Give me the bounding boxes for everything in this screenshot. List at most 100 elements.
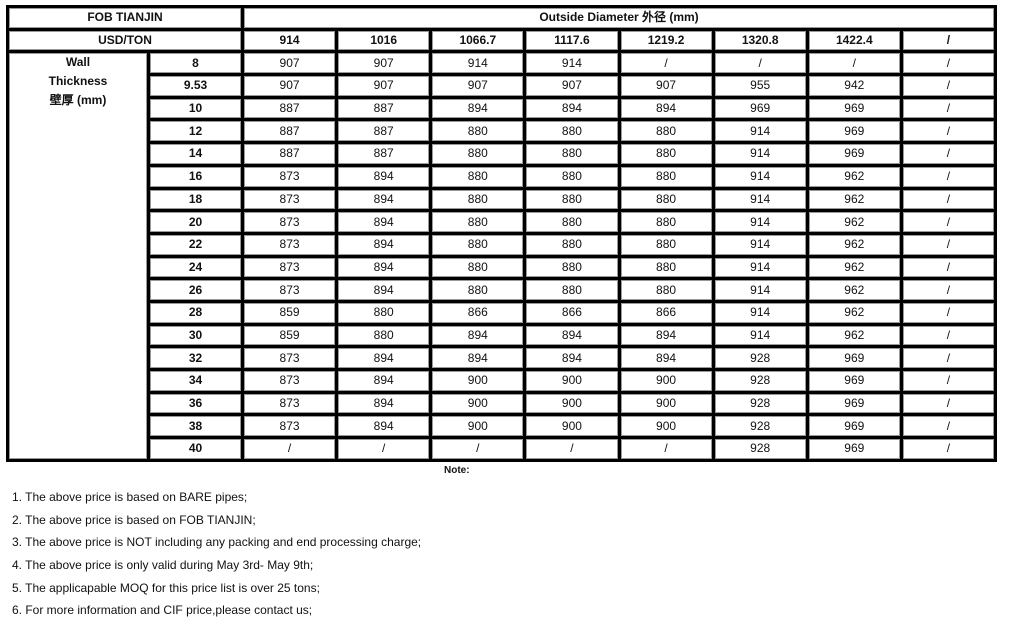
price-cell: 880 [620, 189, 712, 210]
price-cell: / [432, 439, 524, 459]
wall-thickness-value: 16 [150, 166, 241, 187]
price-cell: 859 [244, 302, 336, 323]
price-cell: / [338, 439, 430, 459]
price-cell: 900 [432, 371, 524, 391]
price-cell: / [902, 393, 994, 414]
price-cell: 928 [714, 393, 806, 414]
price-cell: 880 [526, 280, 618, 300]
price-cell: 866 [526, 302, 618, 323]
price-cell: 894 [432, 98, 524, 119]
price-cell: 873 [244, 189, 336, 210]
price-cell: 914 [432, 53, 524, 74]
wall-thickness-value: 24 [150, 257, 241, 278]
price-cell: 914 [714, 212, 806, 232]
price-cell: 880 [432, 121, 524, 142]
price-cell: 887 [338, 121, 430, 142]
corner-currency: USD/TON [9, 30, 241, 51]
price-cell: / [902, 53, 994, 74]
wall-thickness-value: 20 [150, 212, 241, 232]
table-row: 14 887 887 880 880 880 914 969/ [9, 144, 994, 164]
price-cell: / [902, 439, 994, 459]
price-cell: / [902, 371, 994, 391]
note-item: 6. For more information and CIF price,pl… [12, 603, 313, 618]
diameter-header: 1016 [338, 30, 430, 51]
diameter-header: 1219.2 [620, 30, 712, 51]
price-cell: 962 [808, 212, 900, 232]
price-cell: 880 [526, 144, 618, 164]
wall-thickness-value: 32 [150, 348, 241, 368]
price-cell: 894 [338, 393, 430, 414]
price-cell: / [902, 302, 994, 323]
note-item: 2. The above price is based on FOB TIANJ… [12, 512, 256, 527]
price-cell: 880 [432, 166, 524, 187]
price-cell: / [808, 53, 900, 74]
price-cell: 894 [338, 212, 430, 232]
price-cell: 907 [338, 53, 430, 74]
price-cell: 914 [714, 302, 806, 323]
price-cell: 880 [432, 234, 524, 255]
price-cell: / [902, 348, 994, 368]
price-cell: 894 [526, 325, 618, 346]
price-cell: / [902, 166, 994, 187]
price-cell: 894 [526, 348, 618, 368]
price-cell: 880 [526, 189, 618, 210]
price-cell: / [902, 76, 994, 96]
price-cell: 900 [620, 416, 712, 437]
price-cell: 894 [620, 98, 712, 119]
price-cell: 880 [526, 121, 618, 142]
price-cell: 962 [808, 257, 900, 278]
wall-label-line: 壁厚 (mm) [49, 93, 107, 108]
table-row: 12 887 887 880 880 880 914 969/ [9, 121, 994, 142]
diameter-header: / [902, 30, 994, 51]
price-cell: 900 [526, 371, 618, 391]
table-row: 32 873 894 894 894 894 928 969/ [9, 348, 994, 368]
price-cell: 894 [338, 371, 430, 391]
price-cell: 887 [244, 121, 336, 142]
price-cell: 914 [714, 257, 806, 278]
price-cell: / [902, 257, 994, 278]
price-cell: 900 [620, 393, 712, 414]
price-cell: 969 [808, 121, 900, 142]
note-item: 1. The above price is based on BARE pipe… [12, 490, 248, 504]
price-cell: 907 [526, 76, 618, 96]
price-cell: / [620, 439, 712, 459]
price-cell: 914 [714, 144, 806, 164]
price-cell: 962 [808, 302, 900, 323]
price-cell: 873 [244, 257, 336, 278]
note-item: 5. The applicapable MOQ for this price l… [12, 580, 320, 595]
price-cell: 900 [526, 416, 618, 437]
wall-thickness-value: 9.53 [150, 76, 241, 96]
price-cell: 900 [620, 371, 712, 391]
diameter-header: 914 [244, 30, 336, 51]
price-cell: 907 [432, 76, 524, 96]
price-cell: 880 [620, 144, 712, 164]
price-cell: 894 [338, 416, 430, 437]
price-cell: 873 [244, 416, 336, 437]
price-cell: / [244, 439, 336, 459]
price-cell: 942 [808, 76, 900, 96]
table-row: 30 859 880 894 894 894 914 962/ [9, 325, 994, 346]
price-cell: 900 [432, 393, 524, 414]
price-cell: 914 [714, 166, 806, 187]
price-cell: 866 [432, 302, 524, 323]
table-row: 22 873 894 880 880 880 914 962/ [9, 234, 994, 255]
table-row: 16 873 894 880 880 880 914 962/ [9, 166, 994, 187]
price-cell: 928 [714, 371, 806, 391]
price-cell: / [620, 53, 712, 74]
diameter-header: 1117.6 [526, 30, 618, 51]
price-table: FOB TIANJIN Outside Diameter 外径 (mm) USD… [6, 5, 997, 462]
price-cell: 914 [714, 121, 806, 142]
price-cell: 907 [244, 53, 336, 74]
wall-thickness-value: 30 [150, 325, 241, 346]
price-cell: 894 [338, 257, 430, 278]
price-cell: 880 [432, 212, 524, 232]
price-cell: 962 [808, 325, 900, 346]
price-cell: 880 [338, 325, 430, 346]
od-header: Outside Diameter 外径 (mm) [244, 8, 994, 28]
wall-thickness-value: 40 [150, 439, 241, 459]
price-cell: 894 [338, 280, 430, 300]
price-cell: 866 [620, 302, 712, 323]
price-cell: / [526, 439, 618, 459]
table-row: 28 859 880 866 866 866 914 962/ [9, 302, 994, 323]
price-cell: / [902, 121, 994, 142]
